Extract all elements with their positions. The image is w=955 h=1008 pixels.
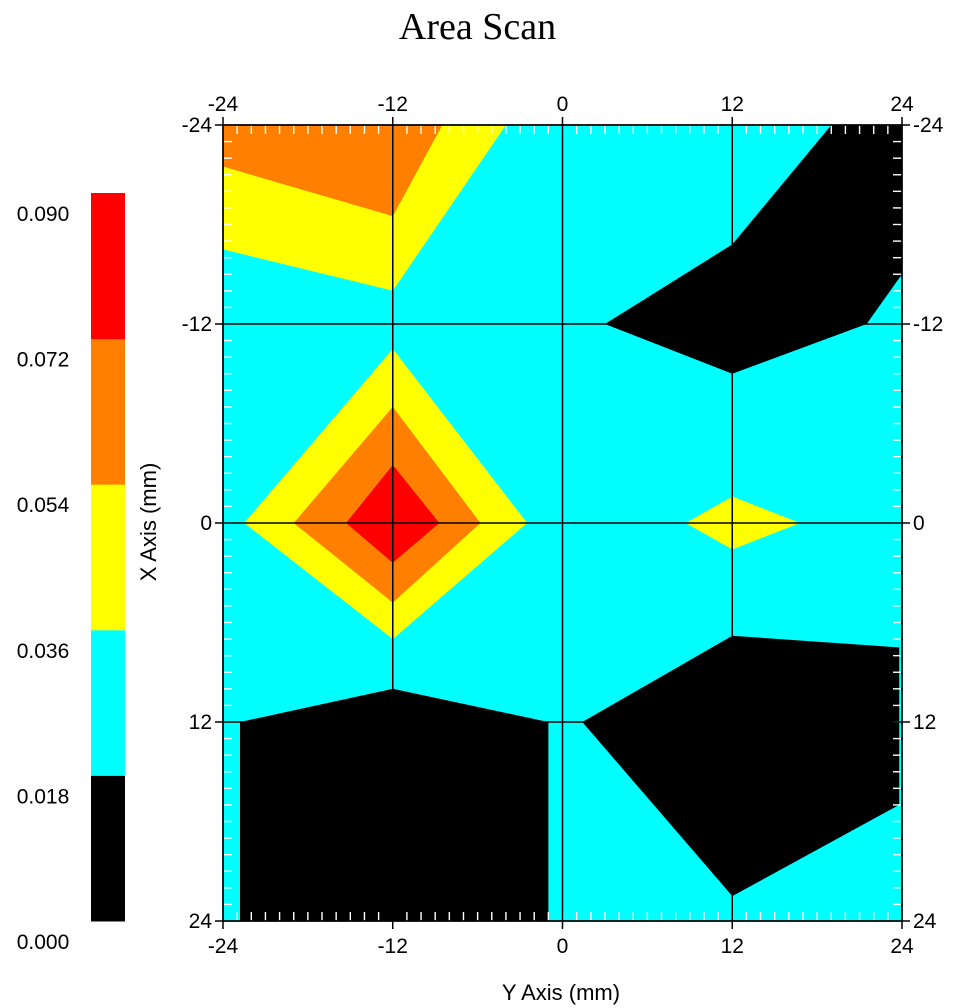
colorbar-tick-label: 0.090: [17, 203, 70, 226]
y-tick-label-right: 12: [913, 711, 936, 734]
x-axis-label: Y Axis (mm): [502, 980, 620, 1005]
y-tick-label-left: 0: [200, 512, 212, 535]
colorbar: 0.000 0.018 0.036 0.054 0.072 0.090: [17, 193, 125, 954]
y-tick-label-right: 0: [913, 512, 925, 535]
x-tick-label-bottom: 12: [721, 935, 744, 958]
y-tick-label-left: -12: [182, 313, 212, 336]
colorbar-segment-5: [91, 193, 125, 340]
contour-region-8: [240, 688, 549, 921]
colorbar-segment-3: [91, 484, 125, 631]
plot-border: [222, 124, 903, 922]
x-tick-label-top: 24: [890, 93, 914, 116]
colorbar-tick-label: 0.054: [17, 494, 70, 517]
x-tick-label-top: -12: [378, 93, 408, 116]
y-tick-label-right: 24: [913, 910, 937, 933]
y-tick-label-left: -24: [182, 114, 213, 137]
chart-title: Area Scan: [398, 6, 557, 48]
colorbar-tick-label: 0.000: [17, 931, 70, 954]
x-tick-label-bottom: -24: [208, 935, 239, 958]
colorbar-tick-label: 0.036: [17, 640, 70, 663]
colorbar-tick-label: 0.072: [17, 349, 70, 372]
contour-region-9: [582, 635, 900, 897]
y-tick-label-left: 24: [189, 910, 213, 933]
colorbar-segment-2: [91, 629, 125, 776]
y-tick-label-left: 12: [189, 711, 212, 734]
contour-region-3: [604, 125, 902, 374]
x-tick-label-top: 0: [557, 93, 569, 116]
colorbar-segment-4: [91, 338, 125, 485]
y-axis-label: X Axis (mm): [136, 463, 161, 582]
colorbar-segment-1: [91, 775, 125, 922]
contour-region-2: [223, 125, 443, 217]
x-tick-label-bottom: 0: [557, 935, 569, 958]
x-tick-label-top: -24: [208, 93, 239, 116]
x-tick-label-bottom: 24: [890, 935, 914, 958]
x-tick-label-bottom: -12: [378, 935, 408, 958]
colorbar-tick-label: 0.018: [17, 785, 70, 808]
y-tick-label-right: -12: [913, 313, 943, 336]
x-tick-label-top: 12: [721, 93, 744, 116]
y-tick-label-right: -24: [913, 114, 944, 137]
